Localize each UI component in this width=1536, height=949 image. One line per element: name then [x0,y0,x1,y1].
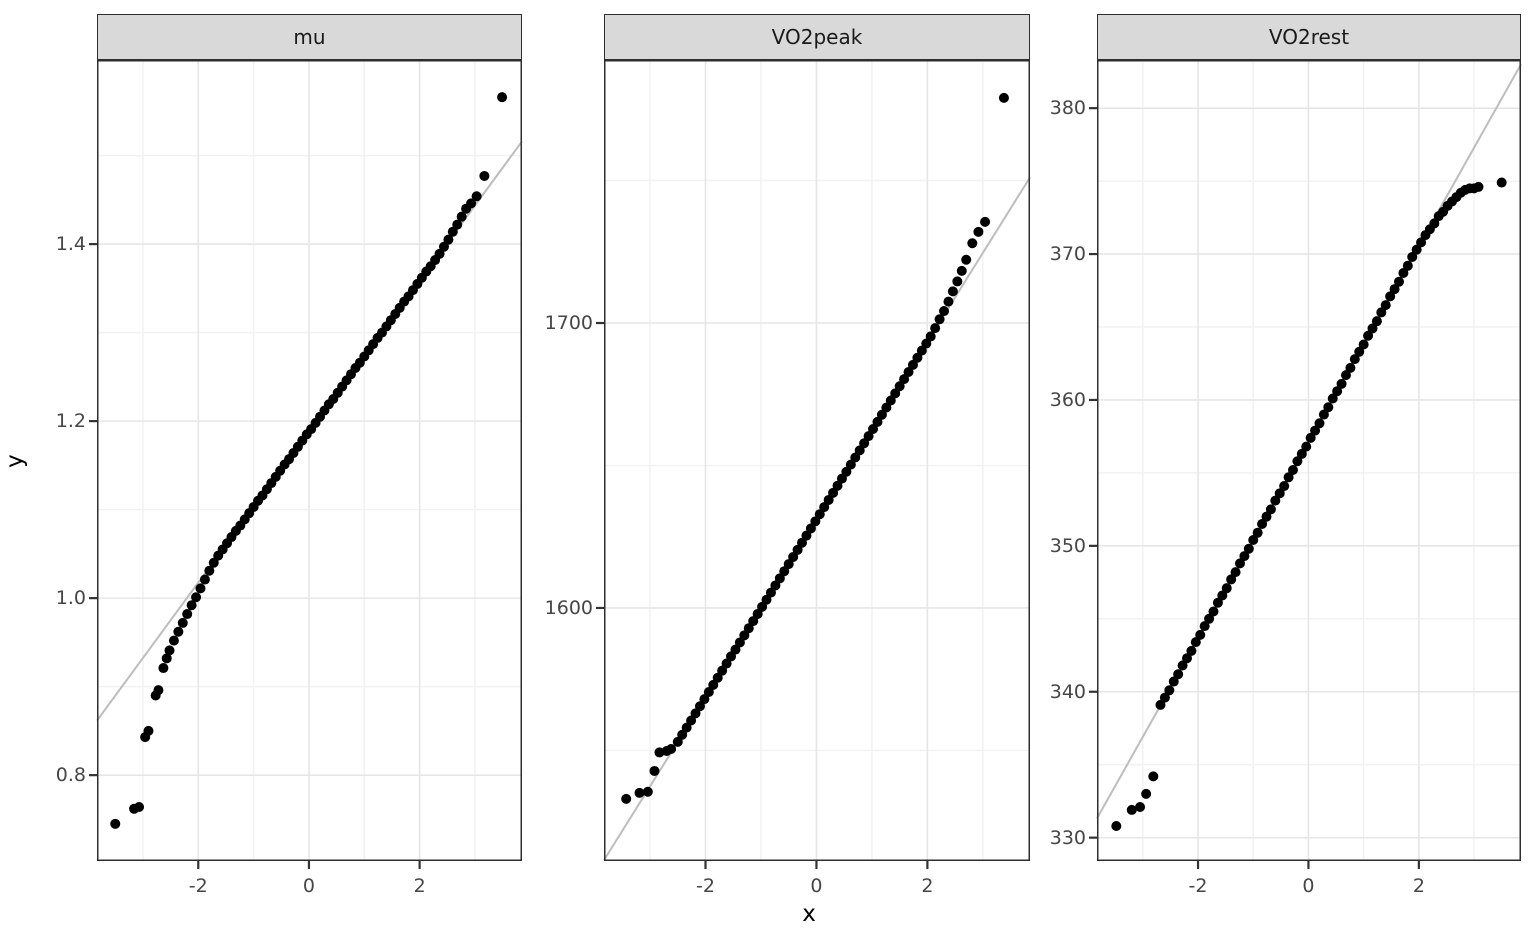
facet-title: VO2peak [771,25,863,49]
x-tick-label: 2 [1412,875,1425,897]
x-tick-label: 2 [921,875,934,897]
panel-vo2peak [596,60,1031,869]
facet-strip-vo2peak: VO2peak [604,14,1030,60]
x-tick-label: 0 [810,875,823,897]
panel-vo2peak-canvas [596,60,1031,869]
facet-strip-vo2rest: VO2rest [1097,14,1521,60]
y-tick-label: 330 [1049,826,1086,849]
x-tick-label: 0 [1302,875,1315,897]
x-tick-label: -2 [1188,875,1208,897]
y-tick-label: 360 [1049,388,1086,411]
panel-mu [89,60,523,869]
y-tick-label: 1.0 [55,587,86,610]
y-tick-label: 0.8 [55,764,86,787]
y-tick-label: 340 [1049,680,1086,703]
y-axis-title: y [2,454,28,468]
x-tick-label: 2 [413,875,426,897]
facet-title: VO2rest [1268,25,1350,49]
x-axis-title: x [802,901,816,927]
y-tick-label: 1600 [544,596,593,619]
y-tick-label: 370 [1049,243,1086,266]
y-tick-label: 1.4 [55,233,86,256]
panel-mu-canvas [89,60,523,869]
facet-title: mu [293,25,326,49]
facet-strip-mu: mu [97,14,522,60]
x-tick-label: -2 [188,875,208,897]
x-tick-label: -2 [696,875,715,897]
panel-vo2rest-canvas [1089,60,1522,869]
y-tick-label: 1700 [544,312,593,334]
panel-vo2rest [1089,60,1522,869]
y-tick-label: 1.2 [55,410,86,433]
y-tick-label: 350 [1049,534,1086,557]
x-tick-label: 0 [302,875,315,897]
y-tick-label: 380 [1049,97,1086,120]
